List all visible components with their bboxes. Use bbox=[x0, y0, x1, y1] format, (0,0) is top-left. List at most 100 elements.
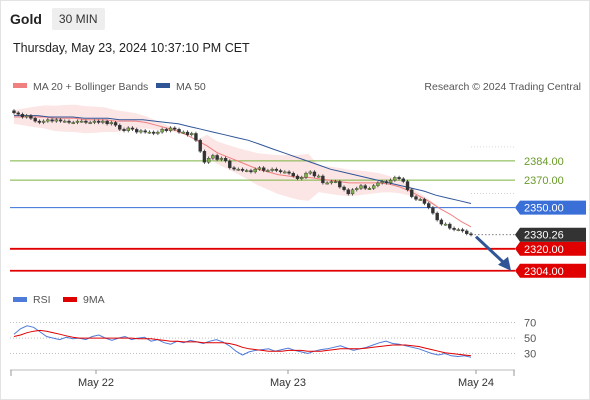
level-tag bbox=[515, 263, 586, 278]
legend-label: MA 20 + Bollinger Bands bbox=[33, 81, 148, 93]
candle bbox=[88, 122, 92, 124]
forecast-arrow bbox=[474, 235, 511, 271]
legend-label: MA 50 bbox=[176, 81, 206, 93]
candle bbox=[185, 131, 190, 136]
candle bbox=[342, 186, 346, 190]
rsi-level-label: 70 bbox=[524, 318, 536, 330]
candle bbox=[118, 125, 122, 130]
x-axis: May 22 May 23 May 24 bbox=[10, 369, 515, 389]
timeframe-badge[interactable]: 30 MIN bbox=[51, 8, 105, 30]
candle bbox=[67, 120, 71, 123]
candle bbox=[206, 157, 211, 163]
candle bbox=[287, 171, 291, 174]
candle bbox=[435, 212, 439, 221]
candle bbox=[300, 177, 304, 179]
candle bbox=[443, 223, 448, 226]
rsi-level-label: 50 bbox=[524, 333, 536, 345]
candle bbox=[33, 118, 37, 122]
candle bbox=[367, 188, 372, 190]
candle bbox=[101, 120, 105, 123]
candle bbox=[456, 229, 461, 231]
candle bbox=[50, 119, 54, 122]
candle bbox=[190, 133, 194, 136]
candle bbox=[431, 207, 435, 214]
candle bbox=[291, 173, 295, 177]
candle bbox=[278, 170, 283, 173]
chart-header: Gold 30 MIN bbox=[10, 7, 105, 31]
candle bbox=[16, 112, 20, 115]
rsi-level-label: 30 bbox=[524, 348, 536, 360]
candle bbox=[139, 130, 143, 133]
candle bbox=[401, 178, 405, 182]
candle bbox=[228, 160, 232, 168]
candle bbox=[304, 173, 308, 178]
candle bbox=[143, 130, 147, 133]
last-price-tag bbox=[515, 227, 586, 242]
candle bbox=[418, 199, 422, 201]
candle bbox=[164, 129, 169, 131]
rsi-panel: RSI 9MA 70 50 30 bbox=[10, 294, 536, 360]
candle bbox=[371, 185, 376, 189]
candle bbox=[58, 119, 63, 122]
candle bbox=[245, 170, 249, 172]
rsi-legend-label: RSI bbox=[33, 294, 51, 306]
price-levels bbox=[10, 146, 515, 272]
candle bbox=[194, 133, 198, 141]
candle bbox=[295, 175, 300, 179]
candle bbox=[333, 181, 338, 183]
candle bbox=[232, 167, 236, 170]
rsi-line bbox=[13, 325, 472, 358]
candle bbox=[270, 168, 274, 171]
candle bbox=[384, 181, 389, 184]
candle bbox=[253, 168, 257, 173]
candle bbox=[54, 119, 59, 122]
candle bbox=[84, 120, 88, 123]
candle bbox=[469, 233, 473, 236]
candle bbox=[198, 140, 202, 152]
candle bbox=[274, 168, 279, 171]
candle bbox=[359, 185, 363, 189]
candle bbox=[122, 129, 126, 131]
candle bbox=[393, 177, 397, 181]
candle bbox=[355, 188, 359, 190]
x-tick-label: May 24 bbox=[458, 377, 494, 389]
candle bbox=[376, 182, 380, 186]
candle bbox=[316, 175, 321, 178]
candle bbox=[71, 122, 75, 124]
level-label: 2350.00 bbox=[524, 203, 564, 215]
candle bbox=[160, 129, 164, 133]
candle bbox=[181, 131, 185, 134]
timestamp: Thursday, May 23, 2024 10:37:10 PM CET bbox=[13, 41, 250, 55]
moving-averages bbox=[14, 115, 472, 228]
candle bbox=[63, 120, 67, 123]
x-tick-label: May 22 bbox=[78, 377, 114, 389]
rsi-legend-swatch bbox=[13, 297, 27, 302]
candle bbox=[202, 151, 207, 163]
watermark: Research © 2024 Trading Central bbox=[424, 81, 581, 93]
candle bbox=[338, 181, 342, 188]
candle bbox=[439, 219, 444, 225]
candle bbox=[308, 171, 312, 174]
candle bbox=[460, 229, 465, 232]
candle bbox=[452, 228, 456, 230]
price-tags: 2384.00 2370.00 2350.00 2320.00 2304.00 2330.… bbox=[515, 156, 586, 278]
candle bbox=[46, 119, 50, 122]
forecast-arrow-head bbox=[498, 256, 511, 271]
candle bbox=[249, 170, 253, 173]
candle bbox=[24, 115, 29, 118]
legend-swatch bbox=[156, 83, 170, 88]
candle bbox=[380, 181, 384, 184]
candle bbox=[177, 129, 181, 133]
candle bbox=[20, 114, 25, 118]
ma20-line bbox=[14, 116, 472, 228]
candle bbox=[325, 182, 329, 185]
candle bbox=[96, 120, 101, 123]
candle bbox=[261, 167, 266, 171]
candle bbox=[321, 175, 325, 184]
candle bbox=[151, 131, 156, 134]
x-tick-label: May 23 bbox=[270, 377, 306, 389]
candle bbox=[37, 120, 42, 123]
candle bbox=[312, 171, 317, 177]
candle bbox=[105, 120, 109, 125]
